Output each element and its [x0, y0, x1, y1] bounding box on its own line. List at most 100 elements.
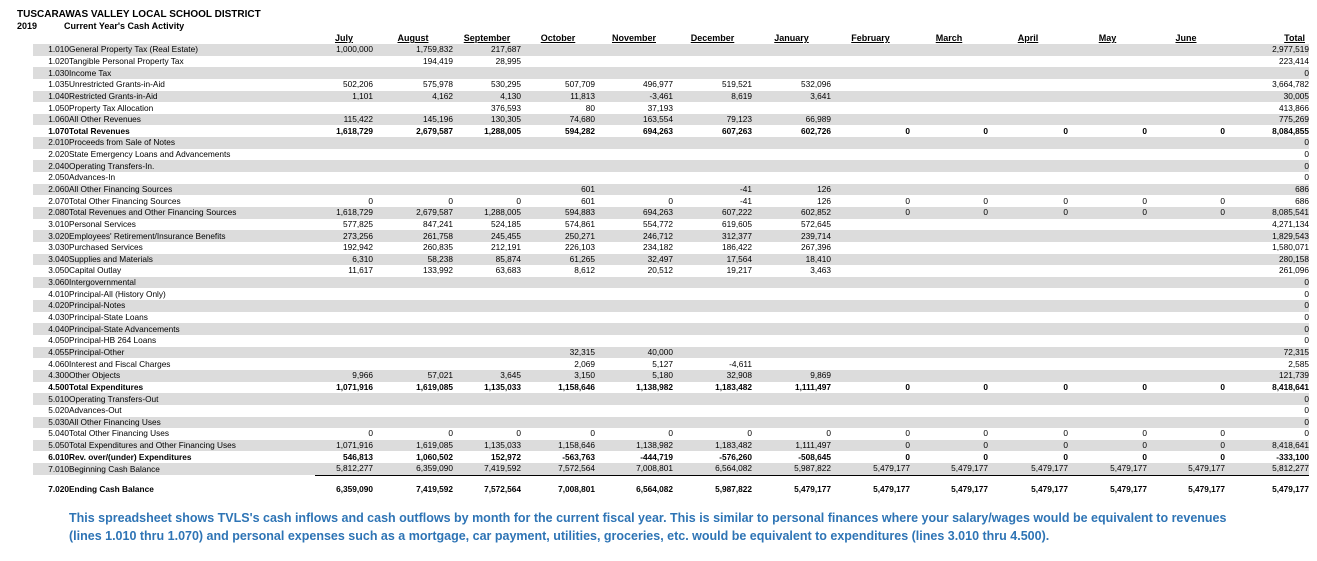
cell-may: 0	[1068, 439, 1147, 452]
cell-june	[1147, 79, 1225, 91]
cell-april	[988, 265, 1068, 277]
cell-april	[988, 183, 1068, 196]
cell-november: 246,712	[595, 230, 673, 242]
cell-january: 5,987,822	[752, 463, 831, 476]
cell-november	[595, 44, 673, 56]
table-row: 4.030 Principal-State Loans 0	[33, 312, 1309, 324]
cell-march	[910, 265, 988, 277]
cell-july	[315, 149, 373, 161]
cell-november	[595, 300, 673, 312]
cell-may	[1068, 183, 1147, 196]
table-row: 2.020 State Emergency Loans and Advanceme…	[33, 149, 1309, 161]
line-label: Principal-HB 264 Loans	[69, 335, 157, 346]
cell-march	[910, 242, 988, 254]
line-label: Beginning Cash Balance	[69, 463, 315, 476]
cell-january	[752, 102, 831, 114]
cell-september	[453, 276, 521, 289]
cell-january	[752, 160, 831, 173]
cell-march: 0	[983, 195, 988, 206]
cell-january	[752, 346, 831, 359]
cell-december	[673, 312, 752, 324]
cell-december: 607,222	[673, 206, 752, 219]
cell-august: 1,619,085	[373, 439, 453, 452]
column-header-january: January	[774, 33, 809, 43]
table-row: 5.040 Total Other Financing Uses 0 0 0 0 0 0 0 0 0…	[33, 428, 1309, 440]
cell-april	[988, 219, 1068, 231]
cell-january: 602,852	[752, 206, 831, 219]
cell-november	[595, 56, 673, 68]
cell-june	[1147, 230, 1225, 242]
table-row: 1.040 Restricted Grants-in-Aid 1,101 4,162 4…	[33, 90, 1309, 103]
cell-october	[521, 160, 595, 173]
table-row: 2.080 Total Revenues and Other Financing …	[33, 206, 1309, 219]
cell-september: 530,295	[491, 79, 521, 90]
cell-october	[521, 416, 595, 429]
cell-august	[373, 346, 453, 359]
cell-march	[910, 288, 988, 300]
cell-january: 3,463	[810, 265, 831, 276]
cell-total: 280,158	[1225, 253, 1309, 266]
cell-june	[1147, 369, 1225, 382]
cell-november: 5,180	[595, 369, 673, 382]
cell-september	[453, 288, 521, 300]
line-label: Operating Transfers-Out	[69, 393, 315, 405]
cell-january	[752, 405, 831, 417]
cell-february: 5,479,177	[831, 463, 910, 476]
line-code: 3.050	[48, 265, 69, 276]
table-row: 4.040 Principal-State Advancements 0	[33, 323, 1309, 336]
cell-march	[910, 160, 988, 173]
cell-may	[1068, 79, 1147, 91]
line-label: Principal-All (History Only)	[69, 288, 166, 299]
line-code: 4.030	[48, 312, 69, 323]
cell-march	[910, 405, 988, 417]
cell-october: 61,265	[521, 253, 595, 266]
cell-august	[373, 160, 453, 173]
column-header-october: October	[540, 33, 576, 43]
line-label: Rev. over/(under) Expenditures	[69, 451, 192, 462]
cell-october: 32,315	[521, 346, 595, 359]
cell-april	[988, 160, 1068, 173]
cell-total: 0	[1304, 149, 1309, 160]
cell-total: 0	[1225, 137, 1309, 149]
cell-january	[752, 335, 831, 347]
table-row: 3.020 Employees' Retirement/Insurance Ben…	[33, 230, 1309, 242]
cell-october: 74,680	[521, 113, 595, 126]
cell-september: 3,645	[453, 369, 521, 382]
cell-july	[315, 300, 373, 312]
line-code: 1.035	[48, 79, 69, 90]
cell-september	[453, 183, 521, 196]
cell-december: -576,260	[719, 451, 752, 462]
cell-total: 0	[1225, 160, 1309, 173]
cell-march	[910, 416, 988, 429]
column-header-december: December	[690, 33, 735, 43]
cell-november: 163,554	[595, 113, 673, 126]
cell-september	[453, 172, 521, 184]
line-code: 1.010	[33, 44, 69, 56]
cell-march: 0	[983, 428, 988, 439]
cell-december: 519,521	[722, 79, 752, 90]
cell-june	[1147, 323, 1225, 336]
table-row: 3.050 Capital Outlay 11,617 133,992 63,683 8,…	[33, 265, 1309, 277]
cell-february	[831, 113, 910, 126]
cell-april	[988, 312, 1068, 324]
cell-total: 4,271,134	[1272, 218, 1309, 229]
cell-august: 7,419,592	[373, 474, 453, 498]
cell-june: 0	[1220, 125, 1225, 136]
cell-january: 126	[817, 195, 831, 206]
line-label: Purchased Services	[69, 242, 143, 253]
cell-total: 0	[1225, 416, 1309, 429]
cell-october: 1,158,646	[558, 381, 595, 392]
line-label: Income Tax	[69, 67, 315, 79]
cell-march	[910, 312, 988, 324]
cell-august: 2,679,587	[416, 125, 453, 136]
cell-september: 0	[516, 428, 521, 439]
cell-october: -563,763	[562, 451, 595, 462]
district-title: TUSCARAWAS VALLEY LOCAL SCHOOL DISTRICT	[17, 9, 261, 20]
cell-september: 212,191	[491, 242, 521, 253]
cell-march	[910, 56, 988, 68]
cell-august: 575,978	[423, 79, 453, 90]
cell-january: 3,641	[752, 90, 831, 103]
cell-may	[1068, 102, 1147, 114]
cell-february: 0	[905, 125, 910, 136]
cell-april	[988, 113, 1068, 126]
